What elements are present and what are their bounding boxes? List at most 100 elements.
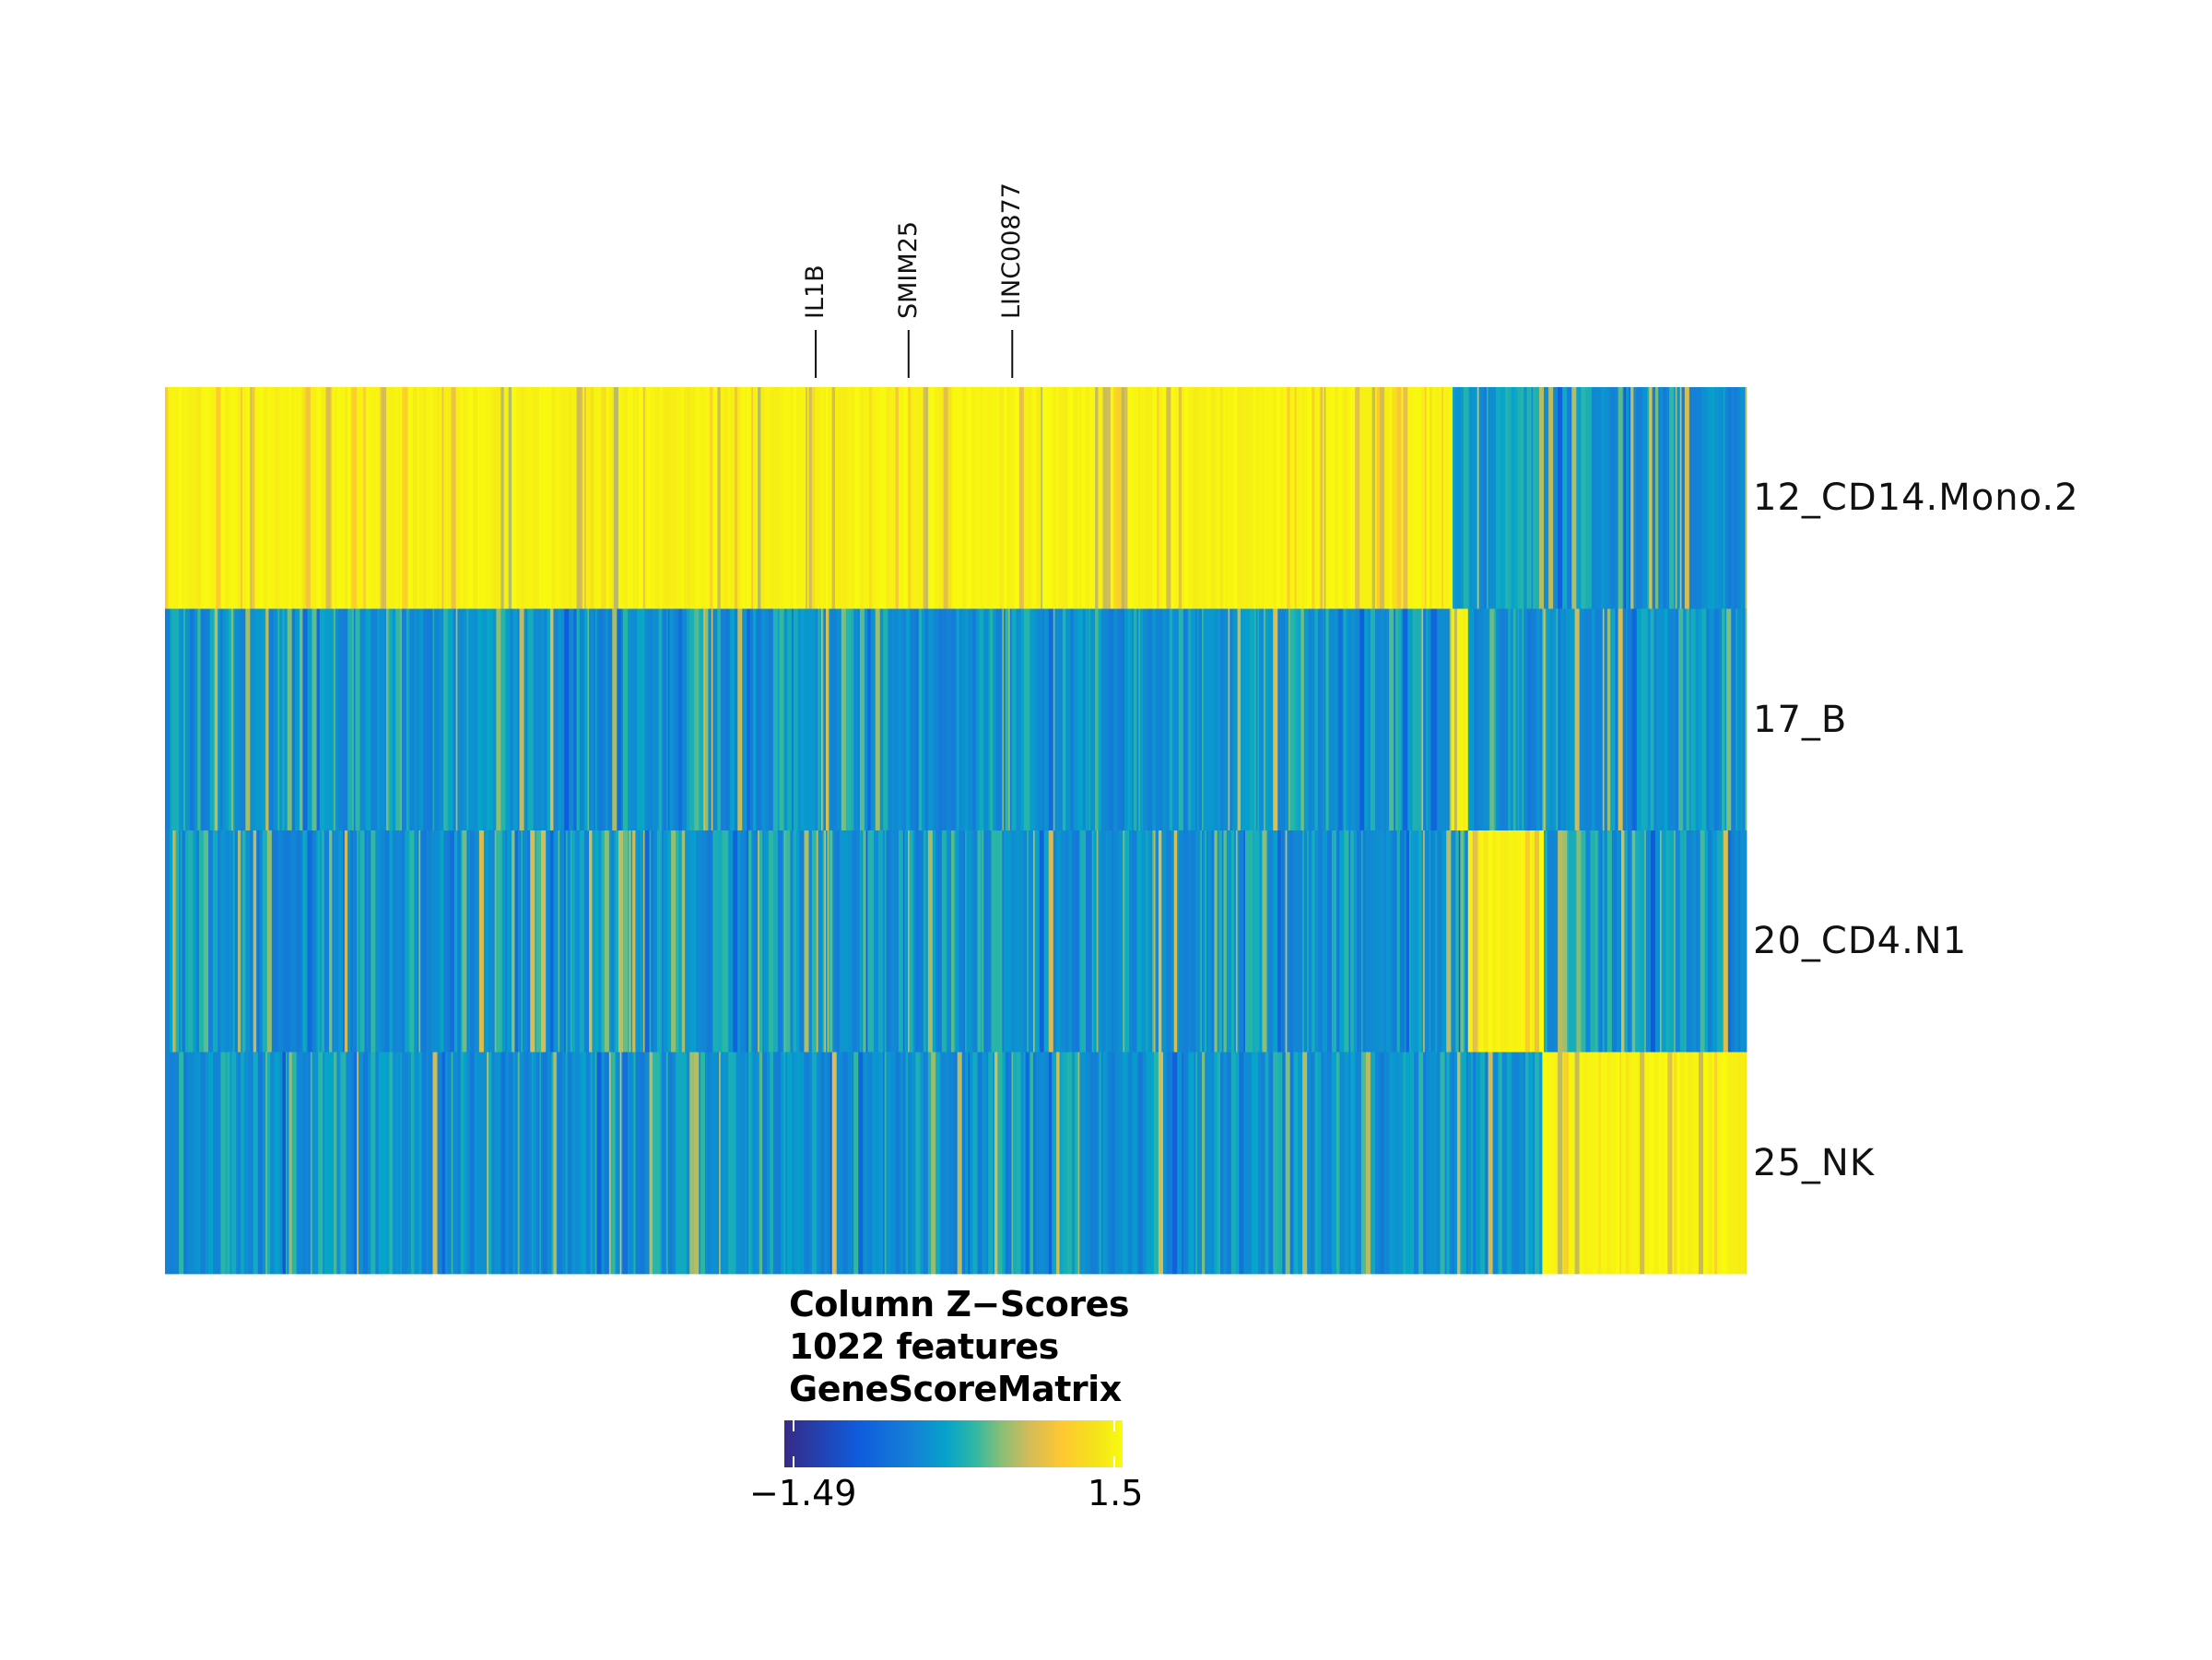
heatmap-cell <box>1401 387 1404 609</box>
heatmap-cell <box>1152 387 1158 609</box>
heatmap-cell <box>667 830 672 1053</box>
heatmap-cell <box>1511 387 1515 609</box>
heatmap-cell <box>562 608 565 831</box>
heatmap-cell <box>284 387 289 609</box>
heatmap-cell <box>669 608 674 831</box>
heatmap-cell <box>1467 830 1474 1053</box>
heatmap-cell <box>1110 387 1114 609</box>
heatmap-cell <box>302 1052 307 1275</box>
heatmap-cell <box>241 830 246 1053</box>
heatmap-cell <box>466 608 469 831</box>
heatmap-cell <box>935 387 939 609</box>
heatmap-cell <box>524 608 526 831</box>
heatmap-cell <box>1118 608 1123 831</box>
heatmap-cell <box>1446 608 1449 831</box>
heatmap-cell <box>257 1052 264 1275</box>
heatmap-cell <box>531 1052 535 1275</box>
heatmap-cell <box>867 830 870 1053</box>
heatmap-cell <box>772 830 779 1053</box>
heatmap-cell <box>984 1052 987 1275</box>
heatmap-cell <box>1148 1052 1155 1275</box>
heatmap-cell <box>918 830 924 1053</box>
heatmap-cell <box>1501 1052 1508 1275</box>
heatmap-cell <box>1446 830 1452 1053</box>
heatmap-cell <box>581 387 583 609</box>
heatmap-cell <box>984 608 989 831</box>
heatmap-cell <box>799 830 805 1053</box>
heatmap-cell <box>642 830 645 1053</box>
heatmap-cell <box>1008 608 1011 831</box>
heatmap-cell <box>587 608 590 831</box>
heatmap-cell <box>1268 387 1274 609</box>
heatmap-cell <box>1601 1052 1604 1275</box>
heatmap-cell <box>920 1052 923 1275</box>
heatmap-cell <box>437 387 440 609</box>
heatmap-cell <box>420 387 424 609</box>
heatmap-cell <box>1563 1052 1570 1275</box>
heatmap-cell <box>1348 830 1351 1053</box>
heatmap-cell <box>1195 830 1201 1053</box>
heatmap-cell <box>796 830 800 1053</box>
heatmap-cell <box>412 387 418 609</box>
heatmap-cell <box>309 1052 312 1275</box>
heatmap-cell <box>487 608 490 831</box>
heatmap-cell <box>852 387 854 609</box>
heatmap-cell <box>1702 387 1706 609</box>
heatmap-cell <box>977 1052 982 1275</box>
heatmap-cell <box>733 387 735 609</box>
heatmap-cell <box>455 608 458 831</box>
heatmap-cell <box>1134 387 1139 609</box>
heatmap-cell <box>1102 387 1108 609</box>
heatmap-cell <box>1045 830 1050 1053</box>
heatmap-cell <box>409 608 415 831</box>
heatmap-cell <box>1410 830 1415 1053</box>
heatmap-cell <box>336 387 342 609</box>
heatmap-cell <box>1259 830 1263 1053</box>
heatmap-cell <box>189 608 195 831</box>
heatmap-cell <box>439 387 442 609</box>
heatmap-cell <box>179 830 182 1053</box>
heatmap-cell <box>811 1052 818 1275</box>
heatmap-cell <box>482 1052 488 1275</box>
heatmap-cell <box>1650 608 1654 831</box>
heatmap-cell <box>398 387 401 609</box>
heatmap-cell <box>1355 608 1360 831</box>
heatmap-cell <box>1656 608 1661 831</box>
heatmap-cell <box>526 608 529 831</box>
heatmap-cell <box>1310 1052 1312 1275</box>
heatmap-cell <box>1316 830 1319 1053</box>
heatmap-cell <box>375 387 381 609</box>
heatmap-cell <box>1182 387 1185 609</box>
heatmap-cell <box>680 830 683 1053</box>
heatmap-cell <box>1511 1052 1515 1275</box>
heatmap-cell <box>724 608 727 831</box>
heatmap-cell <box>1512 830 1518 1053</box>
heatmap-cell <box>1048 1052 1053 1275</box>
heatmap-cell <box>1365 830 1369 1053</box>
heatmap-cell <box>530 830 535 1053</box>
heatmap-cell <box>236 387 239 609</box>
heatmap-cell <box>1056 830 1062 1053</box>
heatmap-cell <box>231 608 234 831</box>
heatmap-cell <box>1392 387 1397 609</box>
heatmap-cell <box>1298 1052 1303 1275</box>
heatmap-cell <box>842 830 845 1053</box>
heatmap-cell <box>1319 387 1322 609</box>
heatmap-cell <box>1232 608 1238 831</box>
heatmap-cell <box>874 830 879 1053</box>
heatmap-cell <box>642 387 645 609</box>
heatmap-cell <box>1182 608 1189 831</box>
heatmap-cell <box>1052 387 1055 609</box>
heatmap-cell <box>672 1052 677 1275</box>
heatmap-cell <box>742 608 745 831</box>
heatmap-cell <box>1138 1052 1142 1275</box>
heatmap-cell <box>451 1052 453 1275</box>
heatmap-cell <box>1713 608 1720 831</box>
heatmap-cell <box>508 1052 514 1275</box>
heatmap-cell <box>1458 830 1461 1053</box>
heatmap-cell <box>1698 830 1701 1053</box>
heatmap-cell <box>1088 387 1091 609</box>
heatmap-cell <box>1166 608 1171 831</box>
heatmap-cell <box>1650 830 1656 1053</box>
heatmap-cell <box>777 608 780 831</box>
